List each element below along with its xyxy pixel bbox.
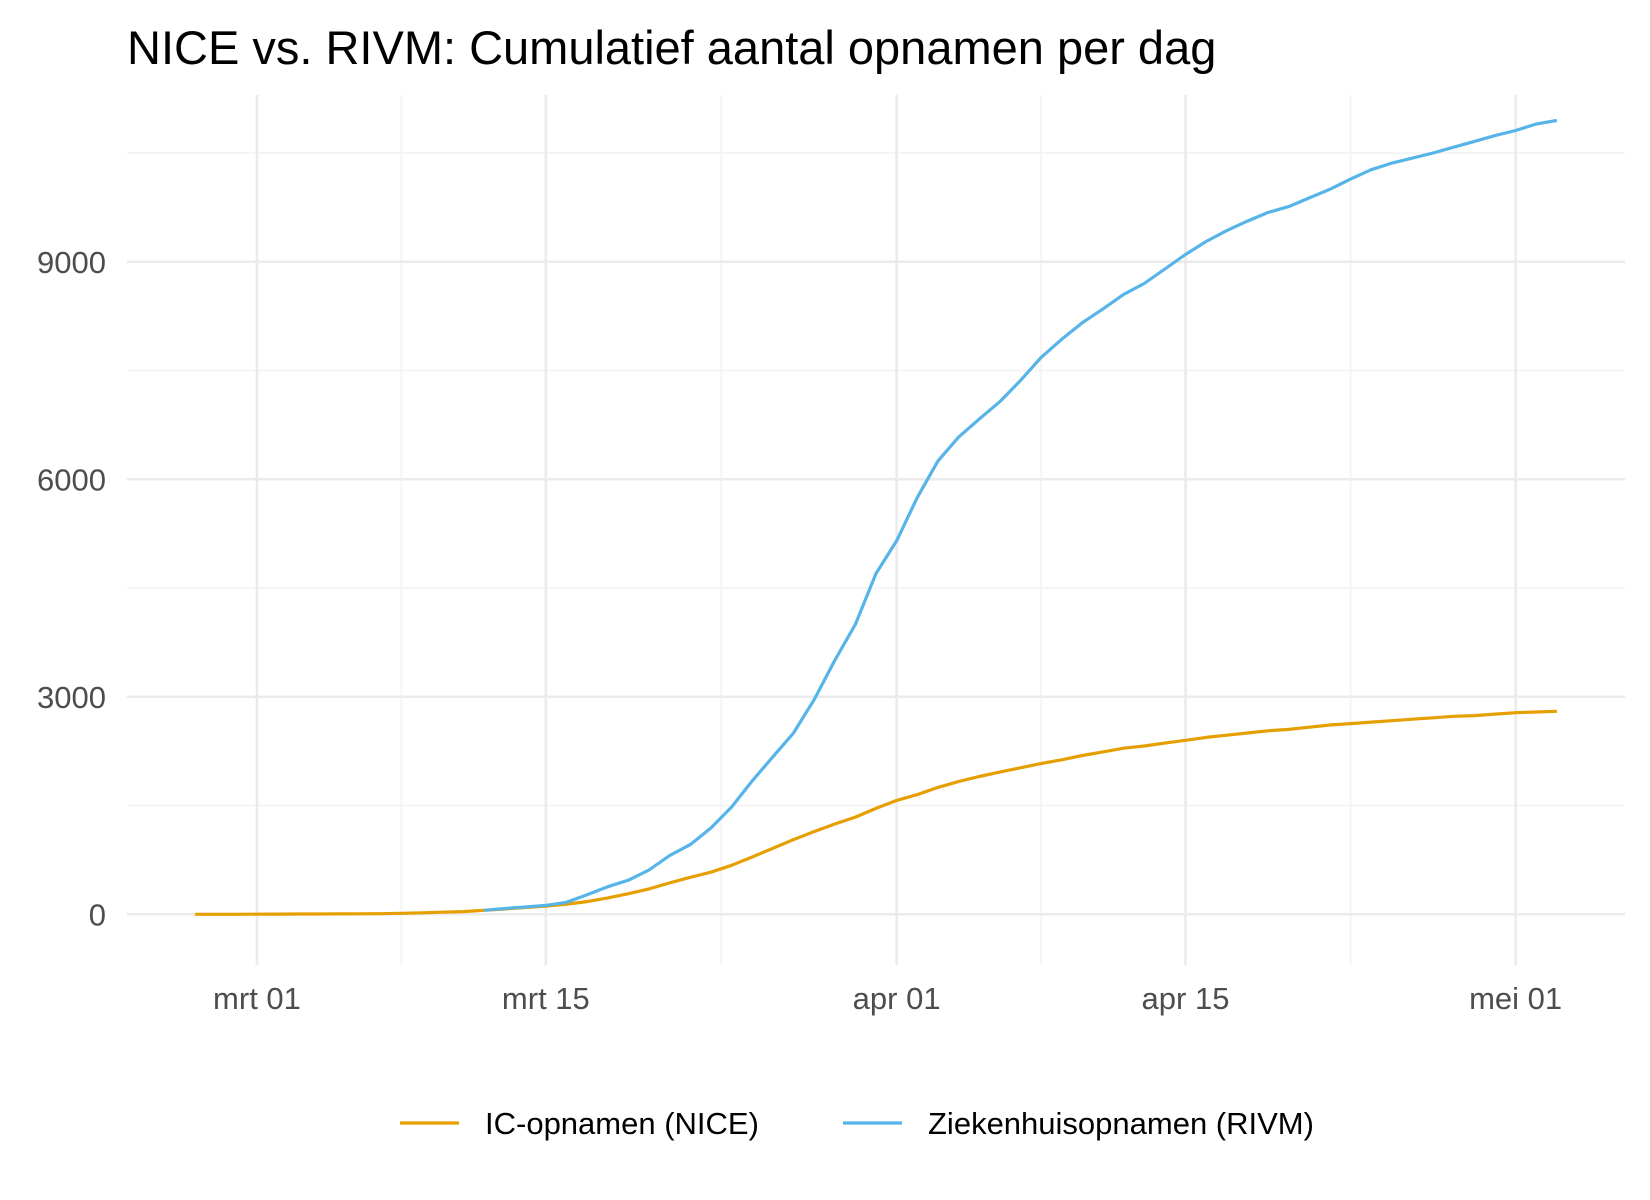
series-lines <box>195 118 1558 916</box>
x-tick-label: mei 01 <box>1469 981 1562 1016</box>
y-axis-tick-labels: 0 3000 6000 9000 <box>37 245 106 933</box>
x-tick-label: mrt 01 <box>213 981 301 1016</box>
chart-title: NICE vs. RIVM: Cumulatief aantal opnamen… <box>127 21 1216 74</box>
grid-minor <box>127 95 1625 965</box>
legend-label: Ziekenhuisopnamen (RIVM) <box>928 1106 1314 1141</box>
y-tick-label: 0 <box>89 897 106 932</box>
y-tick-label: 3000 <box>37 680 106 715</box>
legend: IC-opnamen (NICE) Ziekenhuisopnamen (RIVM… <box>400 1106 1314 1141</box>
legend-label: IC-opnamen (NICE) <box>485 1106 759 1141</box>
x-tick-label: apr 15 <box>1142 981 1230 1016</box>
x-tick-label: apr 01 <box>853 981 941 1016</box>
y-tick-label: 6000 <box>37 462 106 497</box>
x-axis-tick-labels: mrt 01 mrt 15 apr 01 apr 15 mei 01 <box>213 981 1562 1016</box>
y-tick-label: 9000 <box>37 245 106 280</box>
series-line-ziekenhuisopnamen <box>483 118 1558 912</box>
x-tick-label: mrt 15 <box>502 981 590 1016</box>
grid-major <box>127 95 1625 965</box>
series-line-ic-opnamen <box>195 709 1557 916</box>
